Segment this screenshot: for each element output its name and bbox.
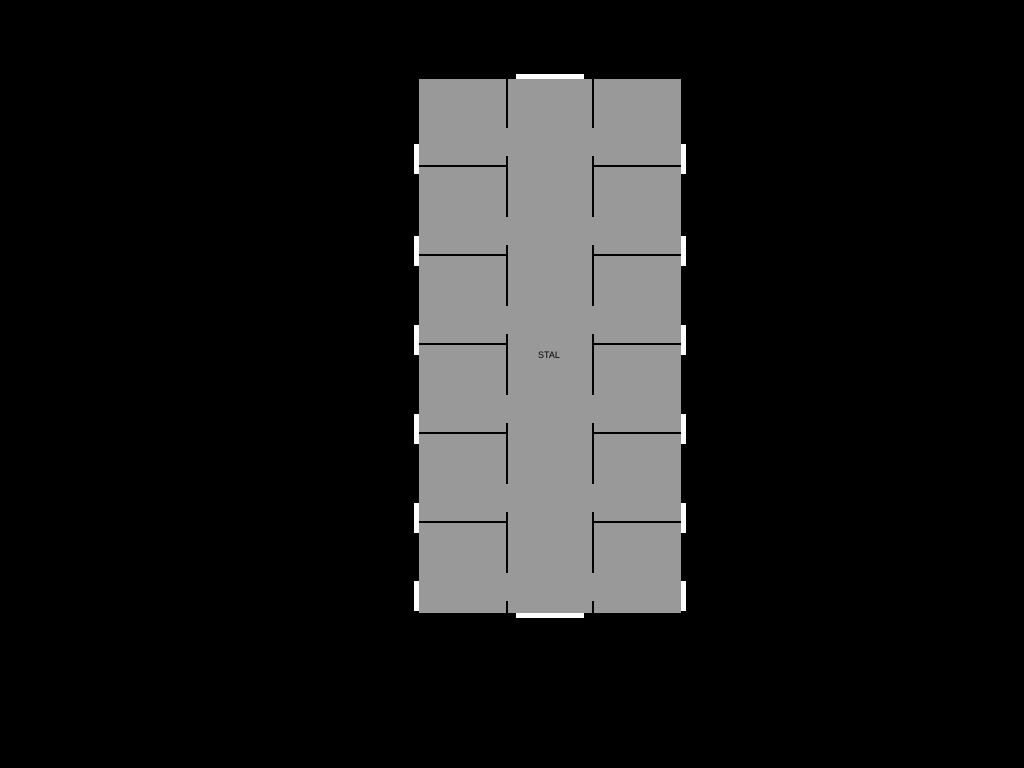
floor-fill: [416, 76, 684, 616]
cdoor-l4: [505, 395, 509, 423]
tick-l0: [370, 76, 375, 77]
tick-l3: [370, 343, 375, 344]
win-r4: [681, 414, 686, 444]
divider-r4: [592, 432, 684, 434]
corridor-wall-right: [592, 76, 594, 616]
win-r1: [681, 144, 686, 174]
tick-b0: [416, 644, 417, 649]
win-l1: [414, 144, 419, 174]
cdoor-r2: [591, 217, 595, 245]
divider-r1: [592, 165, 684, 167]
win-r2: [681, 236, 686, 266]
dim-bottom-2: 2.93 m: [625, 650, 646, 657]
dim-left-5: 3.00 m: [363, 552, 370, 573]
cdoor-l2: [505, 217, 509, 245]
divider-l5: [416, 521, 508, 523]
win-l2: [414, 236, 419, 266]
cdoor-l1: [505, 128, 509, 156]
footer-line2: De plattegrond is voorgesteld door een p…: [0, 696, 1024, 703]
door-top: [516, 74, 584, 79]
tick-tr: [608, 48, 609, 53]
floor-title: BEGANE GROND: [378, 18, 459, 28]
tick-b1: [506, 644, 507, 649]
tick-tl: [490, 48, 491, 53]
dim-bottom-0: 2.93 m: [447, 650, 468, 657]
divider-l1: [416, 165, 508, 167]
tick-l1: [370, 165, 375, 166]
footer-line3: Er kunnen geen rechten aan worden ontlee…: [0, 706, 1024, 713]
cdoor-r5: [591, 484, 595, 512]
win-r5: [681, 503, 686, 533]
tick-rb: [722, 614, 727, 615]
cdoor-r4: [591, 395, 595, 423]
tick-rt: [722, 76, 727, 77]
dim-left-1: 3.00 m: [363, 194, 370, 215]
door-top-lintel: [516, 73, 584, 74]
divider-r5: [592, 521, 684, 523]
tick-l5: [370, 521, 375, 522]
room-label: STAL: [538, 350, 560, 360]
cdoor-r1: [591, 128, 595, 156]
win-l4: [414, 414, 419, 444]
divider-l3: [416, 343, 508, 345]
divider-r3: [592, 343, 684, 345]
cdoor-l3: [505, 306, 509, 334]
tick-l4: [370, 432, 375, 433]
dim-top: 9.00 m: [538, 44, 559, 51]
tick-l2: [370, 254, 375, 255]
dim-left-2: 3.00 m: [363, 283, 370, 304]
dim-left-4: 3.00 m: [363, 461, 370, 482]
footer-line1: Bouwgebouw: 1 Huis en Bijb.: [0, 686, 1024, 693]
win-r6: [681, 581, 686, 611]
dim-right: 18.23 m: [726, 330, 733, 355]
tick-b2: [594, 644, 595, 649]
win-l3: [414, 325, 419, 355]
tick-l6: [370, 614, 375, 615]
win-l5: [414, 503, 419, 533]
dim-left-0: 3.00 m: [363, 105, 370, 126]
tick-b3: [683, 644, 684, 649]
cdoor-r6: [591, 573, 595, 601]
cdoor-r3: [591, 306, 595, 334]
divider-l2: [416, 254, 508, 256]
win-r3: [681, 325, 686, 355]
door-bottom-lintel: [516, 618, 584, 619]
dim-left-3: 3.00 m: [363, 372, 370, 393]
divider-l4: [416, 432, 508, 434]
cdoor-l5: [505, 484, 509, 512]
win-l6: [414, 581, 419, 611]
dim-bottom-1: 3.00 m: [536, 650, 557, 657]
divider-r2: [592, 254, 684, 256]
cdoor-l6: [505, 573, 509, 601]
corridor-wall-left: [506, 76, 508, 616]
